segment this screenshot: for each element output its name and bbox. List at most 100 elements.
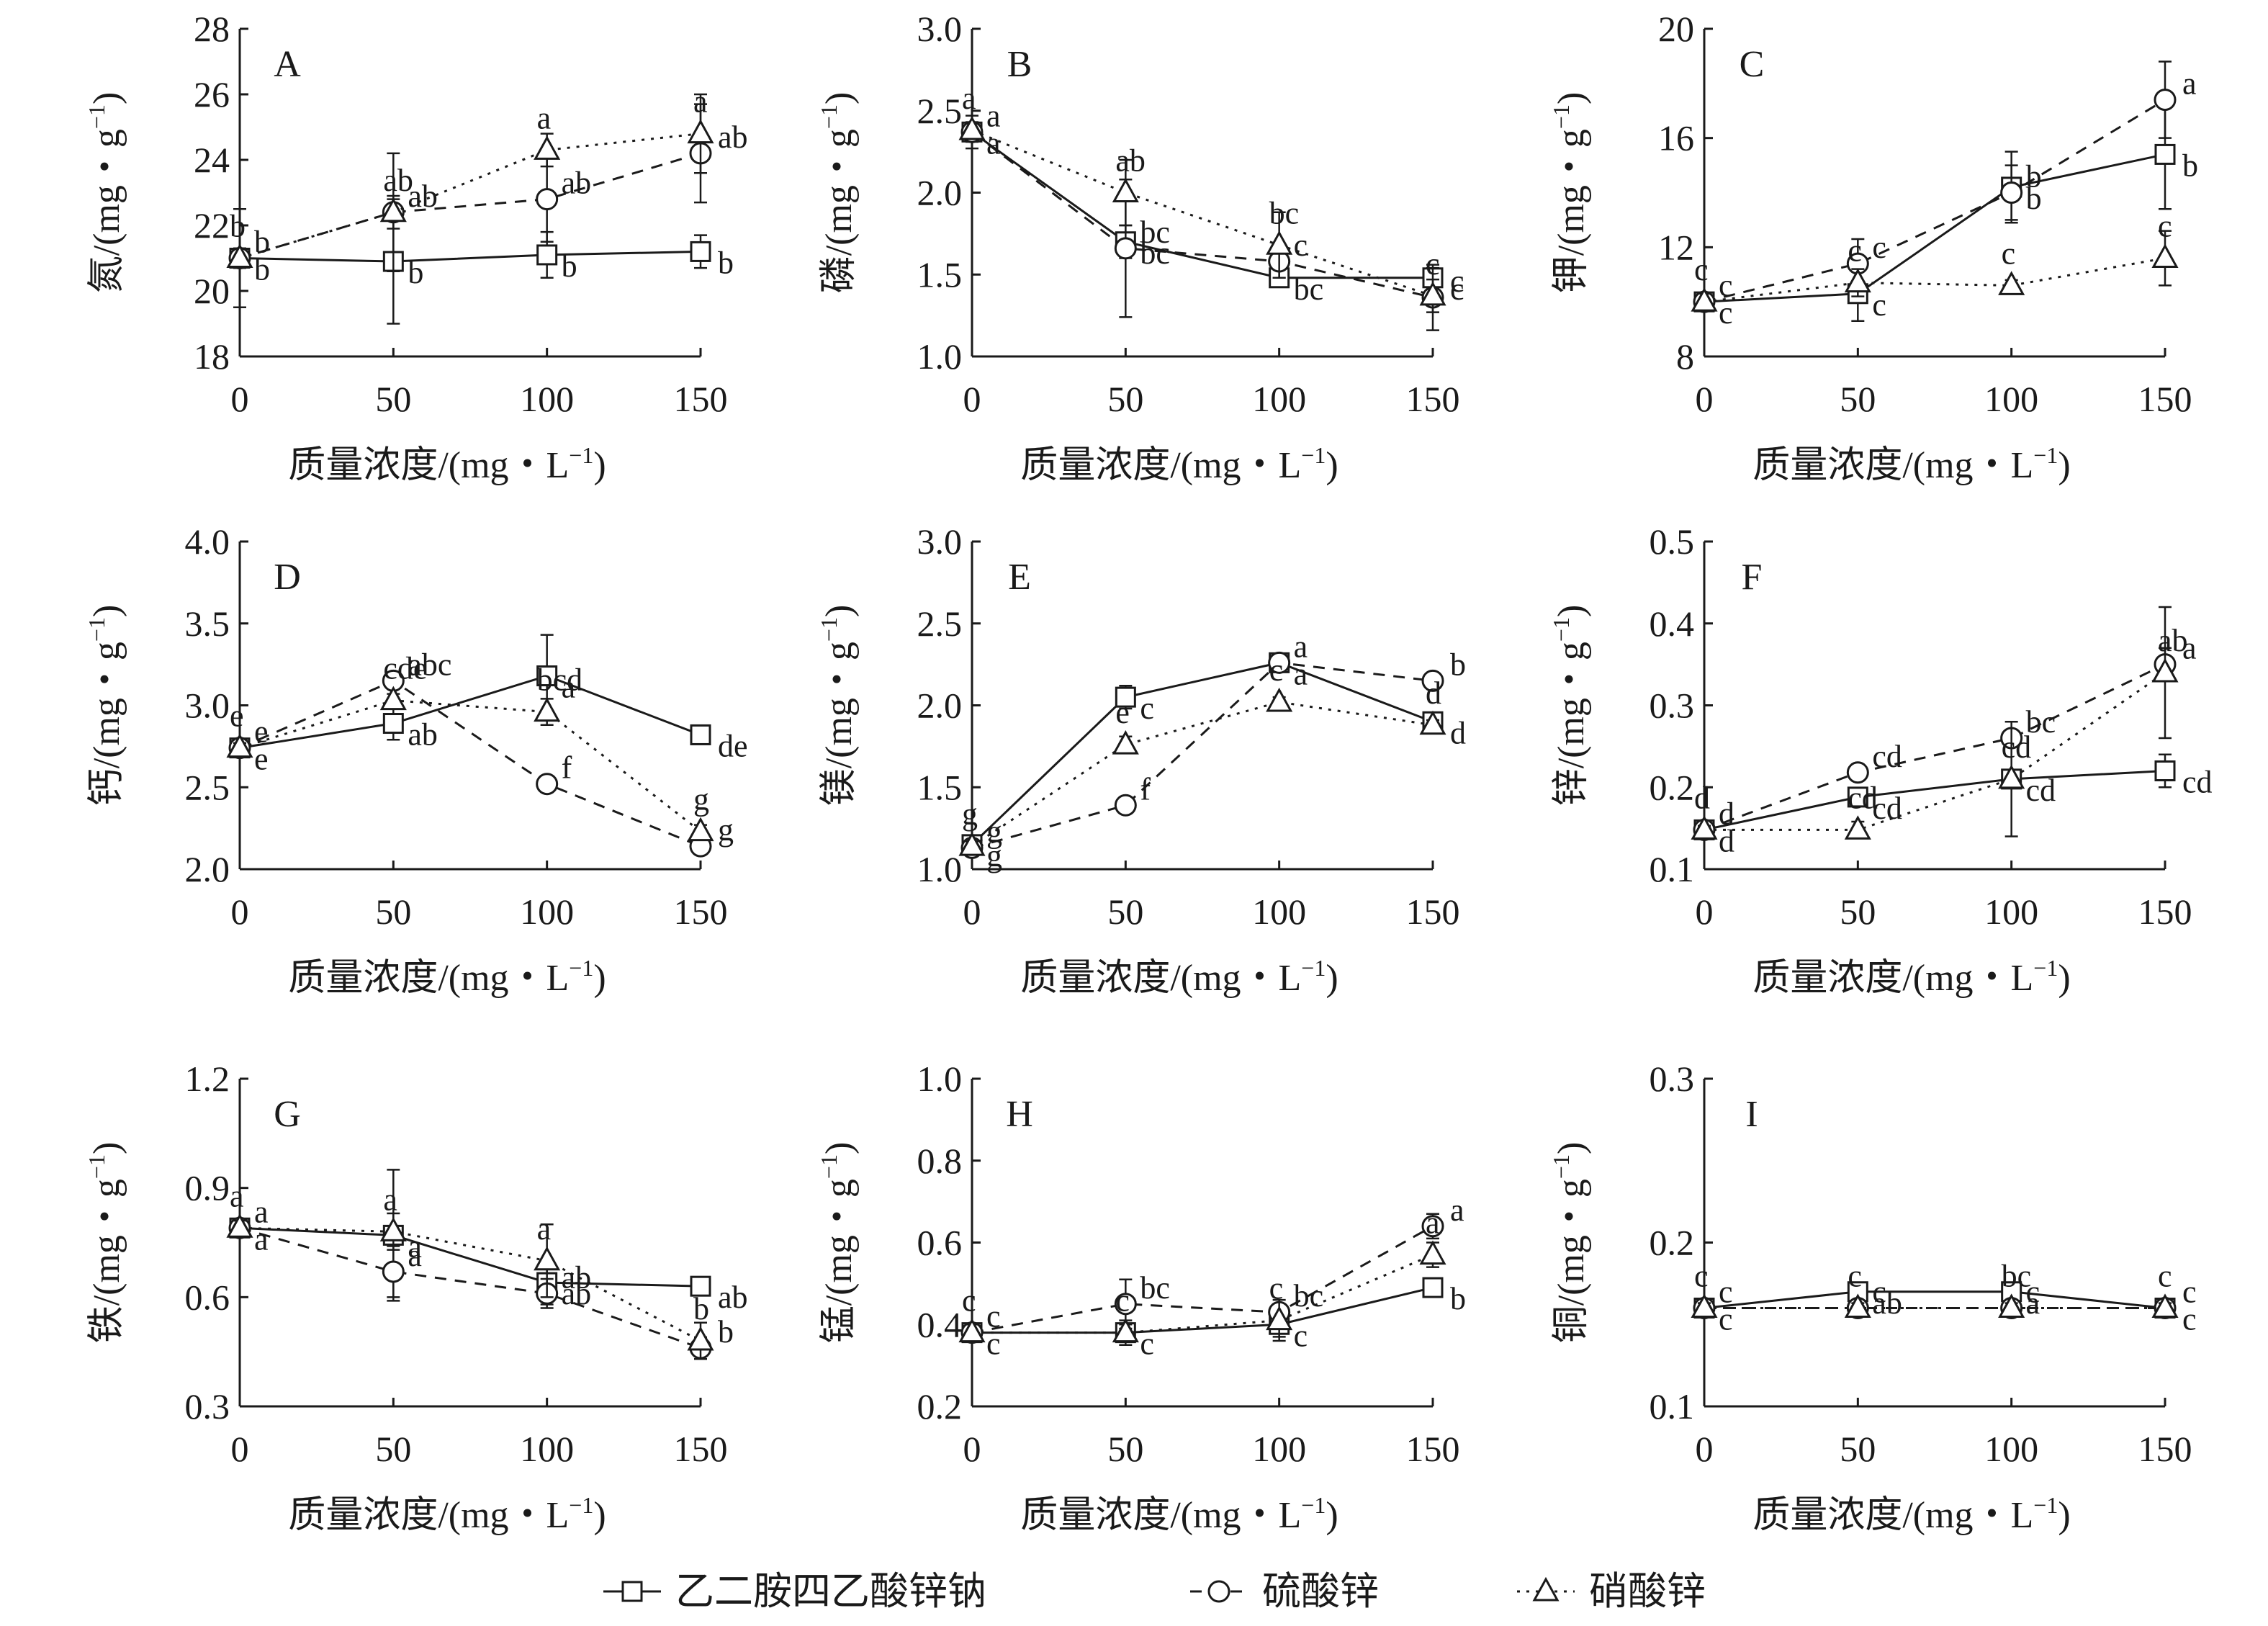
significance-label: c xyxy=(986,1326,1001,1362)
series-line xyxy=(1704,257,2166,303)
significance-label: cd xyxy=(1872,791,1902,826)
data-point-square xyxy=(382,713,404,735)
series-2: e cde bcd g xyxy=(226,651,714,842)
significance-label: bc xyxy=(1269,195,1300,230)
data-point-triangle xyxy=(1419,281,1446,306)
data-point-square xyxy=(536,665,558,687)
panel-letter: I xyxy=(1745,1094,1758,1135)
y-tick-label: 8 xyxy=(1676,336,1694,377)
x-axis-title: 质量浓度/(mg・L−1) xyxy=(288,442,606,486)
data-point-triangle xyxy=(958,832,986,856)
data-point-triangle xyxy=(958,115,986,140)
legend-label: 硫酸锌 xyxy=(1262,1570,1379,1613)
data-point-circle xyxy=(1114,237,1137,260)
significance-label: b xyxy=(254,225,270,260)
data-point-triangle xyxy=(1112,178,1139,202)
x-tick-label: 100 xyxy=(1252,379,1306,419)
significance-label: c xyxy=(1694,252,1709,287)
y-tick-label: 2.5 xyxy=(917,91,963,131)
data-point-triangle xyxy=(379,686,407,711)
y-tick-label: 0.2 xyxy=(917,1386,963,1427)
series-0: e ab a de xyxy=(229,634,748,777)
significance-label: bc xyxy=(1140,1270,1170,1306)
x-axis-title: 质量浓度/(mg・L−1) xyxy=(288,955,606,999)
data-point-square xyxy=(1847,786,1868,808)
x-tick-label: 150 xyxy=(1406,1429,1460,1469)
series-1: abc cc xyxy=(960,98,1464,331)
x-tick-label: 50 xyxy=(1840,379,1876,419)
series-1: e abc f g xyxy=(228,647,734,858)
significance-label: f xyxy=(562,750,572,786)
significance-label: c xyxy=(1719,1275,1733,1310)
data-point-triangle xyxy=(687,817,714,842)
y-tick-label: 0.3 xyxy=(185,1386,230,1427)
data-point-circle xyxy=(1846,761,1869,784)
x-tick-label: 100 xyxy=(520,891,574,932)
series-2: cc cc xyxy=(1691,209,2179,312)
y-tick-label: 2.0 xyxy=(185,849,230,889)
y-tick-label: 28 xyxy=(194,9,230,49)
x-tick-label: 100 xyxy=(1252,891,1306,932)
significance-label: d xyxy=(1694,780,1710,815)
significance-label: ab xyxy=(562,1276,592,1311)
significance-label: c xyxy=(2158,209,2172,244)
significance-label: d xyxy=(1719,823,1734,858)
series-line xyxy=(971,1225,1434,1334)
significance-label: c xyxy=(1140,691,1154,726)
significance-label: ab xyxy=(383,163,413,198)
x-tick-label: 0 xyxy=(963,379,981,419)
data-point-triangle xyxy=(1266,1306,1293,1331)
data-point-square xyxy=(1115,686,1136,708)
y-axis-title: 铁/(mg・g−1) xyxy=(84,1142,127,1344)
significance-label: a xyxy=(383,1182,397,1217)
data-point-circle xyxy=(1114,794,1137,817)
legend-label: 硝酸锌 xyxy=(1589,1570,1706,1613)
significance-label: c xyxy=(2002,235,2016,271)
x-tick-label: 50 xyxy=(375,1429,411,1469)
data-point-triangle xyxy=(534,697,561,722)
panel-letter: B xyxy=(1007,44,1032,85)
x-axis-title: 质量浓度/(mg・L−1) xyxy=(288,1492,606,1536)
series-line xyxy=(971,129,1434,297)
x-tick-label: 0 xyxy=(1696,891,1714,932)
data-point-triangle xyxy=(1844,815,1871,840)
x-tick-label: 0 xyxy=(1696,379,1714,419)
data-point-triangle xyxy=(1998,1293,2025,1318)
significance-label: a xyxy=(986,125,1001,161)
x-tick-label: 100 xyxy=(1984,891,2038,932)
y-tick-label: 26 xyxy=(194,74,230,114)
y-tick-label: 0.3 xyxy=(1650,1059,1695,1099)
y-tick-label: 0.2 xyxy=(1650,1223,1695,1263)
significance-label: bc xyxy=(1140,235,1170,271)
significance-label: f xyxy=(1140,771,1151,807)
x-tick-label: 0 xyxy=(963,891,981,932)
y-tick-label: 20 xyxy=(1658,9,1694,49)
significance-label: b xyxy=(562,248,577,284)
y-axis-title: 钙/(mg・g−1) xyxy=(84,605,127,807)
data-point-triangle xyxy=(1844,1293,1871,1318)
significance-label: e xyxy=(254,742,269,777)
series-line xyxy=(1704,663,2166,831)
significance-label: c xyxy=(2182,1302,2197,1337)
significance-label: g xyxy=(986,814,1002,849)
significance-label: e xyxy=(230,699,244,734)
x-tick-label: 150 xyxy=(1406,379,1460,419)
y-tick-label: 3.5 xyxy=(185,603,230,644)
x-tick-label: 0 xyxy=(1696,1429,1714,1469)
legend-item-1: 硫酸锌 xyxy=(1190,1570,1379,1613)
significance-label: b xyxy=(2026,159,2042,194)
x-tick-label: 50 xyxy=(1107,1429,1143,1469)
significance-label: a xyxy=(408,1238,422,1273)
series-line xyxy=(239,1226,701,1288)
data-point-triangle xyxy=(1691,287,1718,312)
data-point-triangle xyxy=(226,1213,253,1238)
x-tick-label: 100 xyxy=(1984,1429,2038,1469)
series-2: c c ca xyxy=(958,1205,1446,1343)
significance-label: a xyxy=(1450,1192,1464,1228)
panel-g: 0.3 0.6 0.9 1.2 0 50 100 150 G 质量浓度/(mg・L−1) 铁/(mg… xyxy=(84,1059,748,1536)
data-point-circle xyxy=(1114,1293,1137,1316)
significance-label: ab xyxy=(562,166,592,201)
panel-h: 0.2 0.4 0.6 0.8 1.0 0 50 100 150 H 质量浓度/(mg・L−1) 锰/… xyxy=(816,1059,1466,1536)
